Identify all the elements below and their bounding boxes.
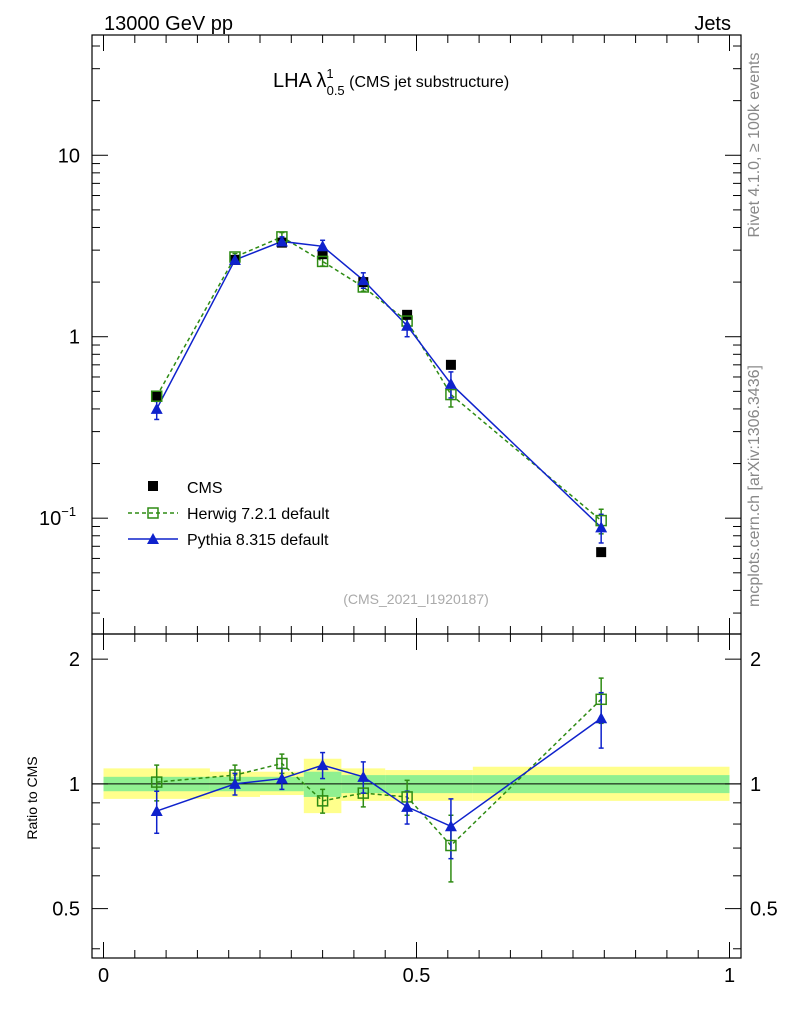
plot-title-main: LHA λ xyxy=(273,70,326,92)
plot-title: LHA λ1 0.5 (CMS jet substructure) xyxy=(273,66,509,98)
plot-title-sub: 0.5 xyxy=(327,83,345,98)
ratio-ylabel: Ratio to CMS xyxy=(24,756,40,839)
legend-label-herwig: Herwig 7.2.1 default xyxy=(187,506,330,523)
xtick-label-1: 0.5 xyxy=(403,965,431,987)
herwig-ratio-point-3 xyxy=(316,795,329,807)
pythia-point-1 xyxy=(228,253,241,265)
source-label: mcplots.cern.ch [arXiv:1306.3436] xyxy=(746,365,763,607)
ratio-ytick-label-1: 1 xyxy=(69,774,80,796)
pythia-ratio-point-1 xyxy=(228,777,241,789)
herwig-point-0 xyxy=(150,390,163,402)
ratio-bands xyxy=(103,758,730,814)
ratio-ytick-label-right-0: 2 xyxy=(750,649,761,671)
legend-label-pythia: Pythia 8.315 default xyxy=(187,532,329,549)
herwig-ratio-point-7 xyxy=(595,693,607,706)
legend-marker-herwig xyxy=(147,507,159,519)
plot-title-suffix: (CMS jet substructure) xyxy=(345,74,509,91)
pythia-ratio-point-2 xyxy=(275,772,288,784)
herwig-ratio-point-4 xyxy=(357,787,370,799)
main-ytick-label-1: 1 xyxy=(69,327,80,349)
legend-label-cms: CMS xyxy=(187,480,223,497)
herwig-ratio-point-2 xyxy=(276,757,288,770)
herwig-line xyxy=(156,236,602,522)
ratio-ytick-label-2: 0.5 xyxy=(52,899,80,921)
xtick-label-2: 1 xyxy=(724,965,735,987)
ratio-ytick-label-0: 2 xyxy=(69,649,80,671)
process-label: Jets xyxy=(694,13,731,35)
pythia-point-6 xyxy=(444,377,457,389)
analysis-label: (CMS_2021_I1920187) xyxy=(343,591,489,607)
plot-title-sup: 1 xyxy=(326,66,333,81)
pythia-point-7 xyxy=(595,521,608,533)
rivet-label: Rivet 4.1.0, ≥ 100k events xyxy=(746,53,763,238)
cms-point-7 xyxy=(596,547,607,558)
cms-point-0 xyxy=(151,391,162,402)
main-ytick-label-2: 10−1 xyxy=(39,504,76,530)
legend-marker-cms xyxy=(148,481,158,491)
herwig-ratio-line xyxy=(156,698,602,847)
pythia-ratio-line xyxy=(156,717,602,828)
legend-marker-pythia xyxy=(147,533,159,544)
herwig-point-6 xyxy=(445,388,457,401)
pythia-ratio-point-5 xyxy=(401,800,414,812)
pythia-point-2 xyxy=(275,235,288,247)
pythia-point-3 xyxy=(316,240,329,252)
pythia-ratio-point-4 xyxy=(357,770,370,782)
cms-point-3 xyxy=(317,249,328,260)
pythia-ratio-point-0 xyxy=(150,805,163,817)
pythia-line xyxy=(156,240,602,528)
ratio-ytick-label-right-2: 0.5 xyxy=(750,899,778,921)
pythia-point-5 xyxy=(401,319,414,331)
axes: 10 1 10−1 2 2 1 1 0.5 0.5 0 0.5 1 xyxy=(39,34,778,987)
pythia-ratio-point-6 xyxy=(444,820,457,832)
pythia-ratio-point-3 xyxy=(316,759,329,771)
herwig-point-3 xyxy=(316,255,329,268)
series-layer xyxy=(150,231,608,883)
herwig-ratio-point-0 xyxy=(150,776,163,788)
cms-point-6 xyxy=(445,359,456,370)
herwig-ratio-point-6 xyxy=(445,839,457,852)
cms-point-5 xyxy=(402,309,413,320)
xtick-label-0: 0 xyxy=(98,965,109,987)
ratio-ytick-label-right-1: 1 xyxy=(750,774,761,796)
legend: CMS Herwig 7.2.1 default Pythia 8.315 de… xyxy=(128,480,330,549)
pythia-point-0 xyxy=(150,402,163,414)
main-ytick-label-0: 10 xyxy=(58,145,80,167)
energy-label: 13000 GeV pp xyxy=(104,13,233,35)
pythia-ratio-point-7 xyxy=(595,712,608,724)
pythia-point-4 xyxy=(357,274,370,286)
